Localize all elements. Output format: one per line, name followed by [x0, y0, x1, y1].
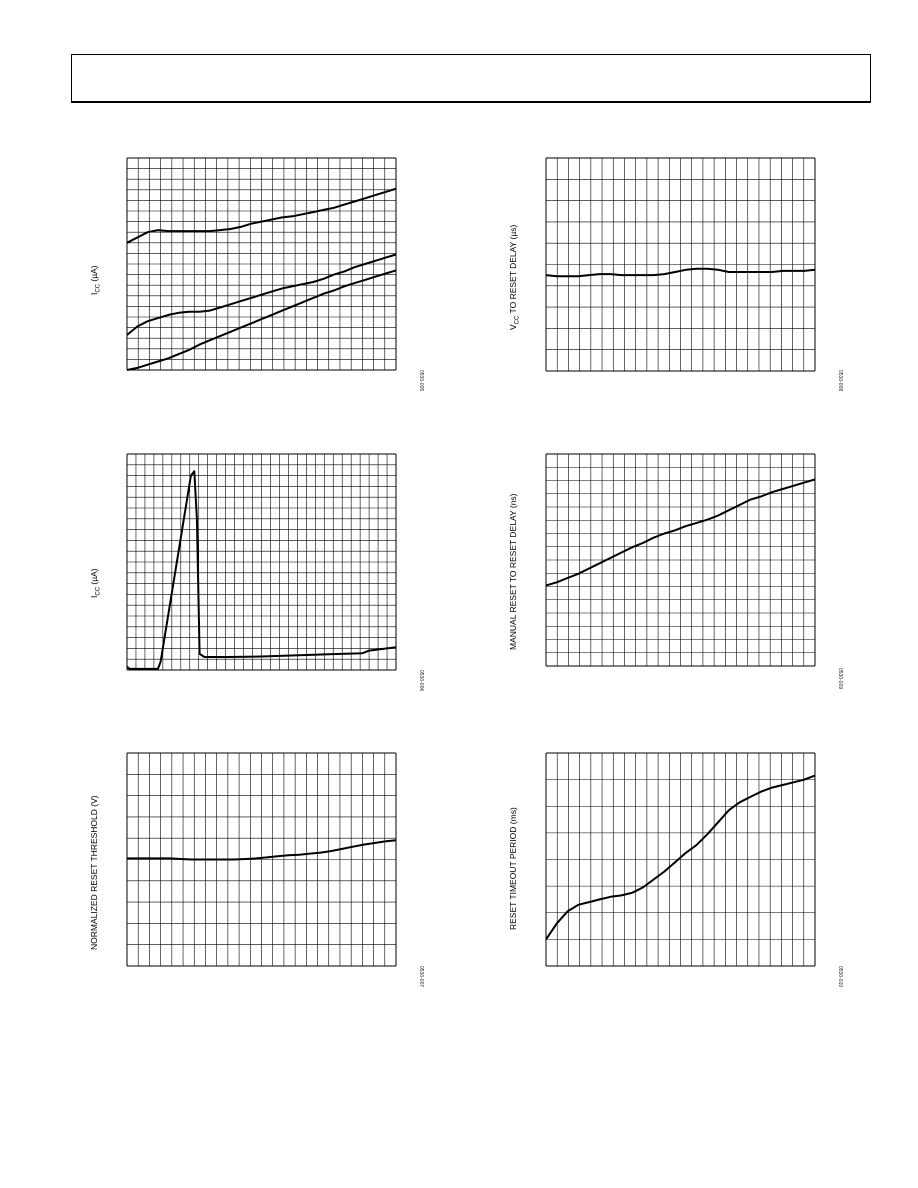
y-axis-label: RESET TIMEOUT PERIOD (ms): [508, 807, 518, 930]
figure-id: 0530-010: [837, 966, 843, 988]
page-header-box: [71, 54, 871, 103]
y-axis-label-main: RESET TIMEOUT PERIOD (ms): [508, 807, 518, 930]
series-line-1: [545, 774, 816, 940]
